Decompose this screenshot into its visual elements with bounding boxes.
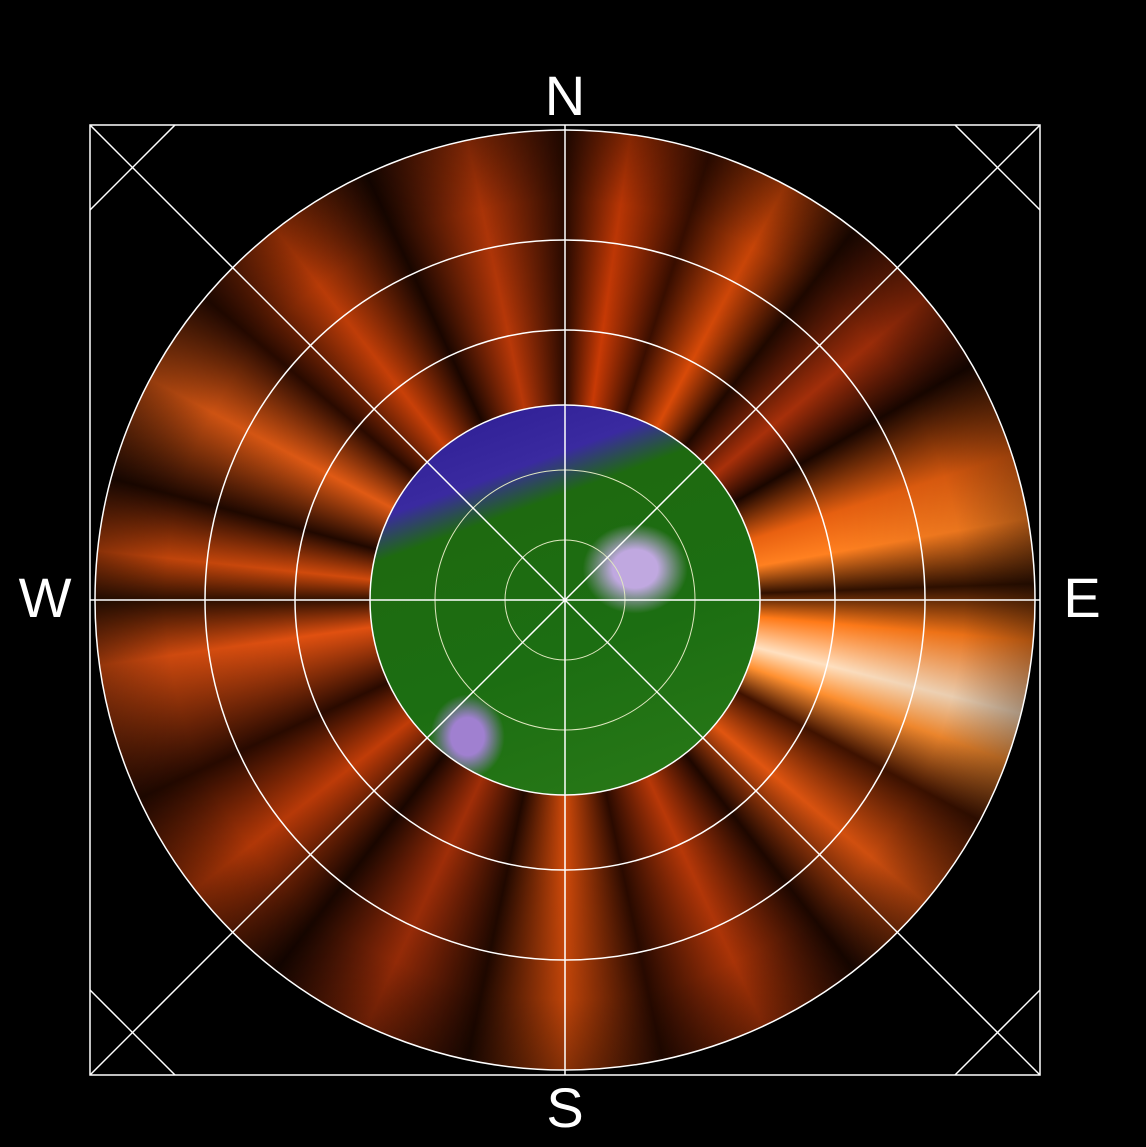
east-label: E	[1063, 566, 1100, 629]
corner-line	[89, 124, 176, 211]
north-label: N	[545, 64, 585, 127]
corner-line	[954, 124, 1041, 211]
diagonal-line	[89, 124, 1041, 1076]
west-label: W	[19, 566, 72, 629]
corner-line	[89, 989, 176, 1076]
south-label: S	[546, 1076, 583, 1139]
corner-line	[954, 989, 1041, 1076]
